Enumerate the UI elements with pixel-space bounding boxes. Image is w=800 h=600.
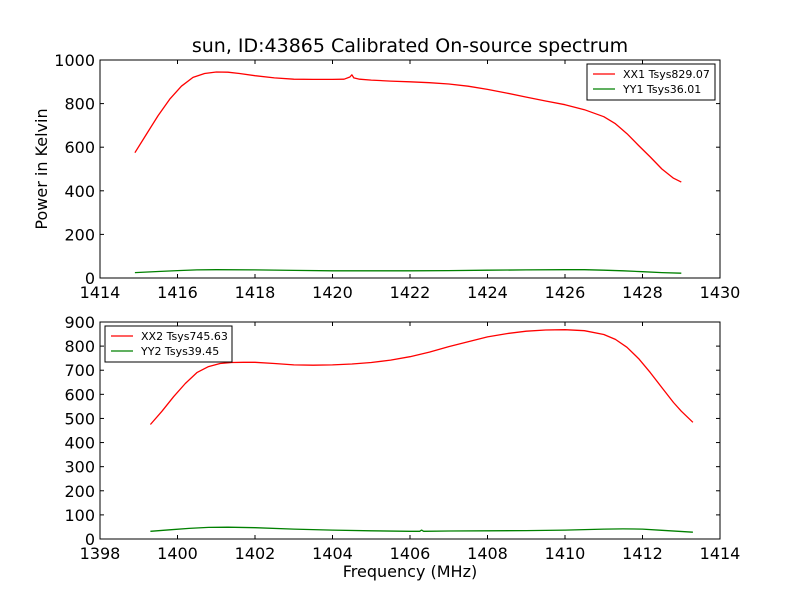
x-tick-label: 1404	[312, 544, 353, 563]
x-tick-label: 1422	[390, 283, 431, 302]
y-tick-label: 400	[64, 182, 95, 201]
legend-label: XX1 Tsys829.07	[623, 68, 710, 81]
y-tick-label: 200	[64, 225, 95, 244]
y-tick-label: 0	[85, 530, 95, 549]
x-tick-label: 1424	[467, 283, 508, 302]
y-tick-label: 600	[64, 385, 95, 404]
y-tick-label: 300	[64, 458, 95, 477]
y-tick-label: 500	[64, 409, 95, 428]
x-tick-label: 1406	[390, 544, 431, 563]
series-line-yy1	[134, 269, 682, 274]
x-tick-label: 1414	[700, 544, 741, 563]
legend: XX1 Tsys829.07 YY1 Tsys36.01	[586, 63, 716, 101]
x-tick-label: 1420	[312, 283, 353, 302]
y-tick-label: 100	[64, 506, 95, 525]
y-tick-label: 800	[64, 95, 95, 114]
x-tick-label: 1416	[157, 283, 198, 302]
y-tick-label: 1000	[54, 51, 95, 70]
legend-label: YY1 Tsys36.01	[622, 83, 701, 96]
y-tick-label: 200	[64, 482, 95, 501]
x-tick-label: 1414	[80, 283, 121, 302]
legend: XX2 Tsys745.63 YY2 Tsys39.45	[104, 325, 233, 363]
y-tick-label: 400	[64, 434, 95, 453]
x-tick-label: 1398	[80, 544, 121, 563]
x-tick-label: 1426	[545, 283, 586, 302]
series-line-yy2	[150, 526, 693, 533]
legend-label: YY2 Tsys39.45	[140, 345, 219, 358]
x-axis-label: Frequency (MHz)	[343, 562, 477, 581]
series-line-xx2	[149, 329, 694, 425]
y-tick-label: 800	[64, 337, 95, 356]
y-tick-label: 700	[64, 361, 95, 380]
y-tick-label: 0	[85, 269, 95, 288]
subplot-1: 1414 1416 1418 1420 1422 1424 1426 1428 1430 0 200…	[32, 51, 740, 302]
y-axis-label: Power in Kelvin	[32, 108, 51, 229]
x-tick-label: 1402	[235, 544, 276, 563]
legend-box	[104, 325, 233, 363]
y-tick-label: 600	[64, 138, 95, 157]
x-tick-label: 1418	[235, 283, 276, 302]
y-tick-label: 900	[64, 313, 95, 332]
subplot-2: 1398 1400 1402 1404 1406 1408 1410 1412 1414 0 100…	[64, 313, 740, 581]
x-tick-label: 1410	[545, 544, 586, 563]
legend-box	[586, 63, 716, 101]
figure-title: sun, ID:43865 Calibrated On-source spect…	[192, 35, 628, 57]
series-line-xx1	[134, 71, 682, 183]
x-tick-label: 1412	[622, 544, 663, 563]
x-tick-label: 1430	[700, 283, 741, 302]
legend-label: XX2 Tsys745.63	[141, 330, 228, 343]
x-tick-label: 1400	[157, 544, 198, 563]
x-tick-label: 1408	[467, 544, 508, 563]
x-tick-label: 1428	[622, 283, 663, 302]
